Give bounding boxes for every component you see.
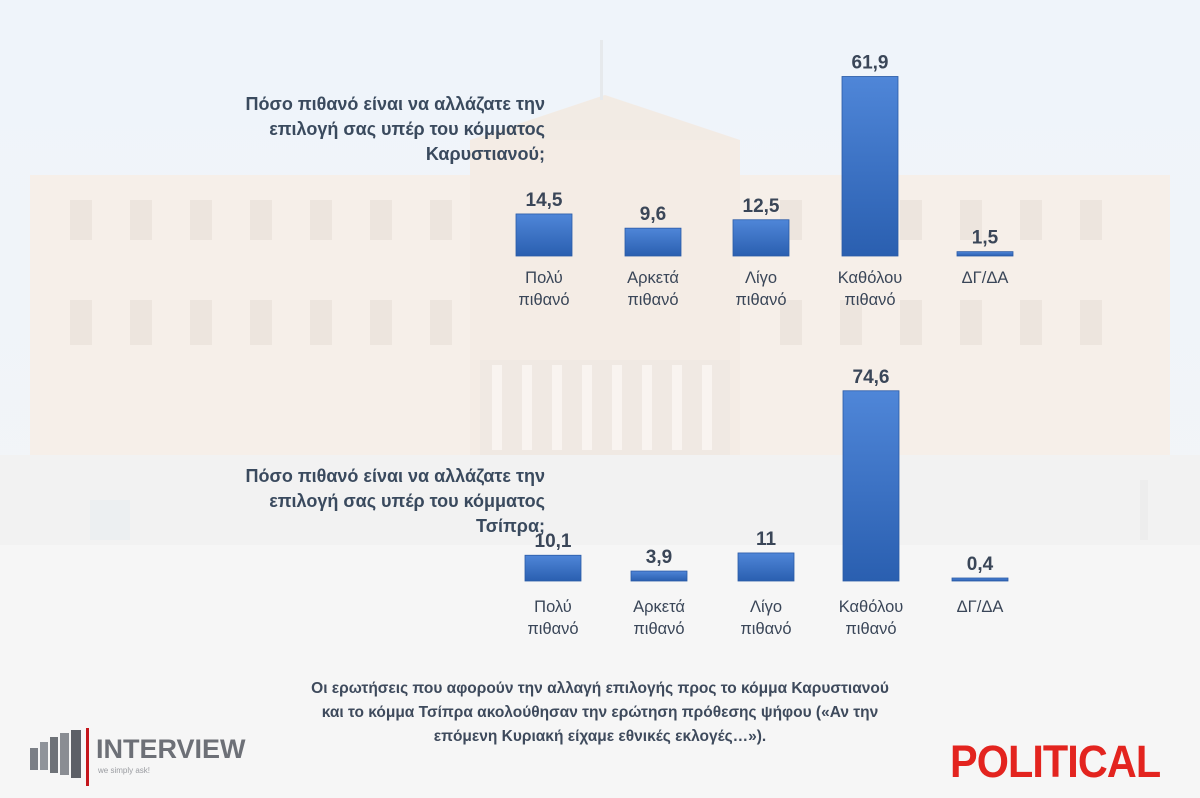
chart-1-title-line: Καρυστιανού; <box>425 144 545 164</box>
footnote-line: και το κόμμα Τσίπρα ακολούθησαν την ερώτ… <box>321 704 879 721</box>
category-label: πιθανό <box>627 291 678 309</box>
category-label: πιθανό <box>518 291 569 309</box>
chart-2: 10,1 Πολύ πιθανό 3,9 Αρκετά πιθανό 11 Λίγο πιθαν… <box>524 367 1009 638</box>
category-label: Πολύ <box>534 598 572 616</box>
category-label: πιθανό <box>735 291 786 309</box>
data-label: 0,4 <box>967 554 994 575</box>
data-label: 14,5 <box>526 190 563 211</box>
data-label: 9,6 <box>640 204 666 225</box>
bar <box>515 213 573 257</box>
footnote-line: επόμενη Κυριακή είχαμε εθνικές εκλογές…»… <box>433 728 767 745</box>
bar <box>732 219 790 257</box>
bar <box>951 577 1009 582</box>
category-label: Καθόλου <box>838 269 903 287</box>
bar <box>841 76 899 257</box>
footnote-line: Οι ερωτήσεις που αφορούν την αλλαγή επιλ… <box>311 680 889 697</box>
category-label: πιθανό <box>633 620 684 638</box>
political-logo: POLITICAL <box>950 736 1161 787</box>
footnote: Οι ερωτήσεις που αφορούν την αλλαγή επιλ… <box>190 677 1010 749</box>
data-label: 11 <box>756 529 777 550</box>
data-label: 10,1 <box>535 531 572 552</box>
bar <box>842 390 900 582</box>
category-label: Λίγο <box>745 269 777 287</box>
category-label: Καθόλου <box>839 598 904 616</box>
interview-logo-text: INTERVIEW <box>96 734 246 764</box>
category-label: Πολύ <box>525 269 563 287</box>
data-label: 61,9 <box>852 52 889 73</box>
data-label: 12,5 <box>743 196 780 217</box>
bar <box>624 227 682 257</box>
chart-1-title-line: Πόσο πιθανό είναι να αλλάζατε την <box>245 94 545 114</box>
category-label: πιθανό <box>844 291 895 309</box>
category-label: ΔΓ/ΔΑ <box>957 598 1004 616</box>
chart-2-title-line: Πόσο πιθανό είναι να αλλάζατε την <box>245 466 545 486</box>
category-label: Αρκετά <box>627 269 679 287</box>
category-label: Λίγο <box>750 598 782 616</box>
data-label: 1,5 <box>972 228 999 249</box>
bar <box>737 552 795 582</box>
data-label: 3,9 <box>646 547 672 568</box>
data-label: 74,6 <box>853 367 890 388</box>
bar <box>524 554 582 582</box>
chart-1-title: Πόσο πιθανό είναι να αλλάζατε την επιλογ… <box>125 92 545 167</box>
chart-1: 14,5 Πολύ πιθανό 9,6 Αρκετά πιθανό 12,5 Λίγο πιθ… <box>515 52 1014 309</box>
interview-logo-tagline: we simply ask! <box>97 766 150 775</box>
interview-logo: INTERVIEW we simply ask! <box>30 728 246 786</box>
chart-2-title-line: επιλογή σας υπέρ του κόμματος <box>269 491 545 511</box>
category-label: πιθανό <box>845 620 896 638</box>
chart-2-title: Πόσο πιθανό είναι να αλλάζατε την επιλογ… <box>125 464 545 539</box>
chart-1-title-line: επιλογή σας υπέρ του κόμματος <box>269 119 545 139</box>
chart-2-title-line: Τσίπρα; <box>476 516 545 536</box>
category-label: Αρκετά <box>633 598 685 616</box>
bar <box>956 251 1014 257</box>
interview-logo-mark-icon <box>30 728 89 786</box>
bar <box>630 570 688 582</box>
category-label: πιθανό <box>527 620 578 638</box>
category-label: ΔΓ/ΔΑ <box>962 269 1009 287</box>
category-label: πιθανό <box>740 620 791 638</box>
